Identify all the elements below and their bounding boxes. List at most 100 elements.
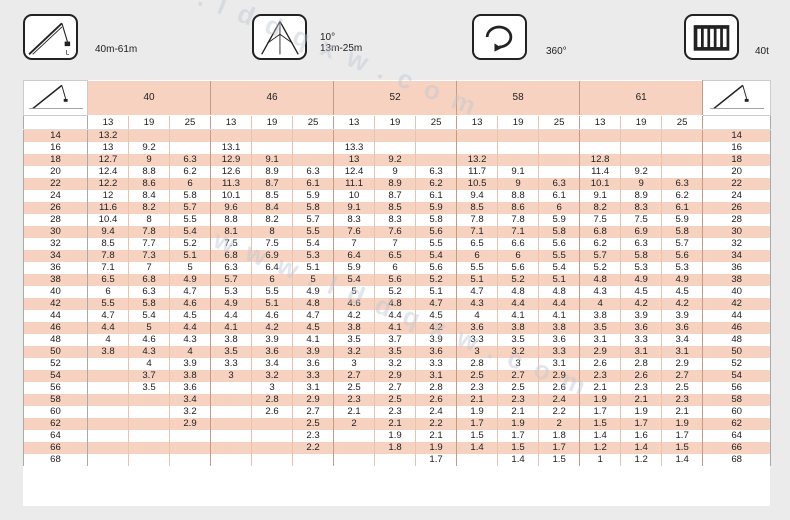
radius-cell: 58	[702, 394, 772, 406]
load-cell	[538, 129, 581, 142]
load-cell: 1.8	[374, 442, 417, 454]
load-cell: 5.1	[538, 274, 581, 286]
load-cell: 3.3	[210, 358, 253, 370]
load-cell	[333, 454, 376, 466]
jib-length-header: 19	[497, 115, 540, 130]
load-cell: 2.6	[538, 382, 581, 394]
load-cell: 5	[292, 274, 335, 286]
load-cell: 6.5	[87, 274, 129, 286]
load-cell: 2.3	[661, 394, 704, 406]
load-cell: 5.5	[538, 250, 581, 262]
load-cell: 4.5	[169, 310, 212, 322]
load-cell: 3.5	[210, 346, 253, 358]
load-cell: 1.4	[620, 442, 663, 454]
load-cell: 8.3	[333, 214, 376, 226]
load-chart-table: 40 46 52 58 61 13 19 25 13 19 25 13 19 25 13 19 25 13 19 25…	[23, 80, 772, 466]
load-cell: 5.7	[661, 238, 704, 250]
load-cell: 5.1	[169, 250, 212, 262]
load-cell: 2.9	[538, 370, 581, 382]
load-cell: 1.2	[579, 442, 622, 454]
table-row: 58 3.4 2.8 2.9 2.3 2.5 2.6 2.1 2.3 2.4 1.9 2.1 2.3 58	[23, 394, 772, 406]
load-cell: 8.5	[87, 238, 129, 250]
load-cell	[87, 454, 129, 466]
load-cell: 7.6	[333, 226, 376, 238]
load-cell	[661, 129, 704, 142]
load-cell: 4.1	[497, 310, 540, 322]
load-cell: 2.6	[415, 394, 458, 406]
load-cell: 8.4	[251, 202, 294, 214]
load-cell: 5.6	[415, 262, 458, 274]
load-cell: 5.5	[251, 286, 294, 298]
load-cell: 3.6	[169, 382, 212, 394]
radius-cell: 16	[702, 142, 772, 154]
load-cell	[128, 406, 170, 418]
load-cell: 9	[620, 178, 663, 190]
load-cell: 2	[333, 418, 376, 430]
slew-rotation-icon	[472, 14, 527, 60]
load-cell: 1.4	[456, 442, 499, 454]
load-cell: 6.5	[456, 238, 499, 250]
load-cell: 3	[456, 346, 499, 358]
load-cell: 4.4	[210, 310, 253, 322]
load-cell: 4.7	[169, 286, 212, 298]
load-cell: 4.5	[292, 322, 335, 334]
table-row: 34 7.8 7.3 5.1 6.8 6.9 5.3 6.4 6.5 5.4 6 6 5.5 5.7 5.8…	[23, 250, 772, 262]
load-cell: 5.8	[415, 214, 458, 226]
load-cell: 2.3	[620, 382, 663, 394]
load-cell: 13	[333, 154, 376, 166]
load-cell: 6.3	[538, 178, 581, 190]
load-cell: 7.1	[87, 262, 129, 274]
load-cell: 2.2	[538, 406, 581, 418]
load-cell: 5.9	[661, 214, 704, 226]
radius-cell: 26	[702, 202, 772, 214]
radius-cell: 24	[23, 190, 88, 202]
radius-cell: 60	[23, 406, 88, 418]
load-cell: 2.8	[415, 382, 458, 394]
load-cell	[87, 358, 129, 370]
load-cell: 12	[87, 190, 129, 202]
load-cell: 3.1	[620, 346, 663, 358]
load-cell: 4.7	[292, 310, 335, 322]
load-cell: 3.5	[374, 346, 417, 358]
load-cell: 3.6	[661, 322, 704, 334]
load-cell: 8.8	[128, 166, 170, 178]
jib-length-header: 13	[456, 115, 499, 130]
radius-cell: 30	[702, 226, 772, 238]
load-cell: 1.8	[538, 430, 581, 442]
load-cell: 5.7	[210, 274, 253, 286]
load-cell: 8.2	[579, 202, 622, 214]
load-cell: 1.5	[497, 442, 540, 454]
radius-header-blank	[23, 115, 88, 130]
load-cell: 2.9	[661, 358, 704, 370]
load-cell: 5.9	[333, 262, 376, 274]
radius-cell: 48	[23, 334, 88, 346]
load-cell: 4	[169, 346, 212, 358]
load-cell: 3.8	[579, 310, 622, 322]
load-cell: 3.1	[415, 370, 458, 382]
table-row: 40 6 6.3 4.7 5.3 5.5 4.9 5 5.2 5.1 4.7 4.8 4.8 4.3 4.5…	[23, 286, 772, 298]
table-row: 68 1.7 1.4 1.5 1 1.2 1.4 68	[23, 454, 772, 466]
radius-cell: 50	[23, 346, 88, 358]
load-cell: 8.2	[251, 214, 294, 226]
load-cell	[620, 142, 663, 154]
load-cell: 2.1	[374, 418, 417, 430]
load-cell: 7.1	[497, 226, 540, 238]
load-cell	[210, 418, 253, 430]
load-cell: 9	[374, 166, 417, 178]
load-cell: 2.3	[292, 430, 335, 442]
load-cell	[128, 442, 170, 454]
load-cell: 4.3	[456, 298, 499, 310]
load-cell: 2.5	[374, 394, 417, 406]
load-cell: 1.7	[661, 430, 704, 442]
load-cell: 13.1	[210, 142, 253, 154]
load-cell: 9.2	[374, 154, 417, 166]
load-cell: 6.6	[497, 238, 540, 250]
table-row: 60 3.2 2.6 2.7 2.1 2.3 2.4 1.9 2.1 2.2 1.7 1.9 2.1 60	[23, 406, 772, 418]
load-cell: 3.5	[497, 334, 540, 346]
load-cell: 9.4	[87, 226, 129, 238]
radius-cell: 62	[702, 418, 772, 430]
load-cell: 2.1	[579, 382, 622, 394]
load-cell: 12.6	[210, 166, 253, 178]
load-cell: 3.9	[292, 346, 335, 358]
load-cell: 8.3	[374, 214, 417, 226]
